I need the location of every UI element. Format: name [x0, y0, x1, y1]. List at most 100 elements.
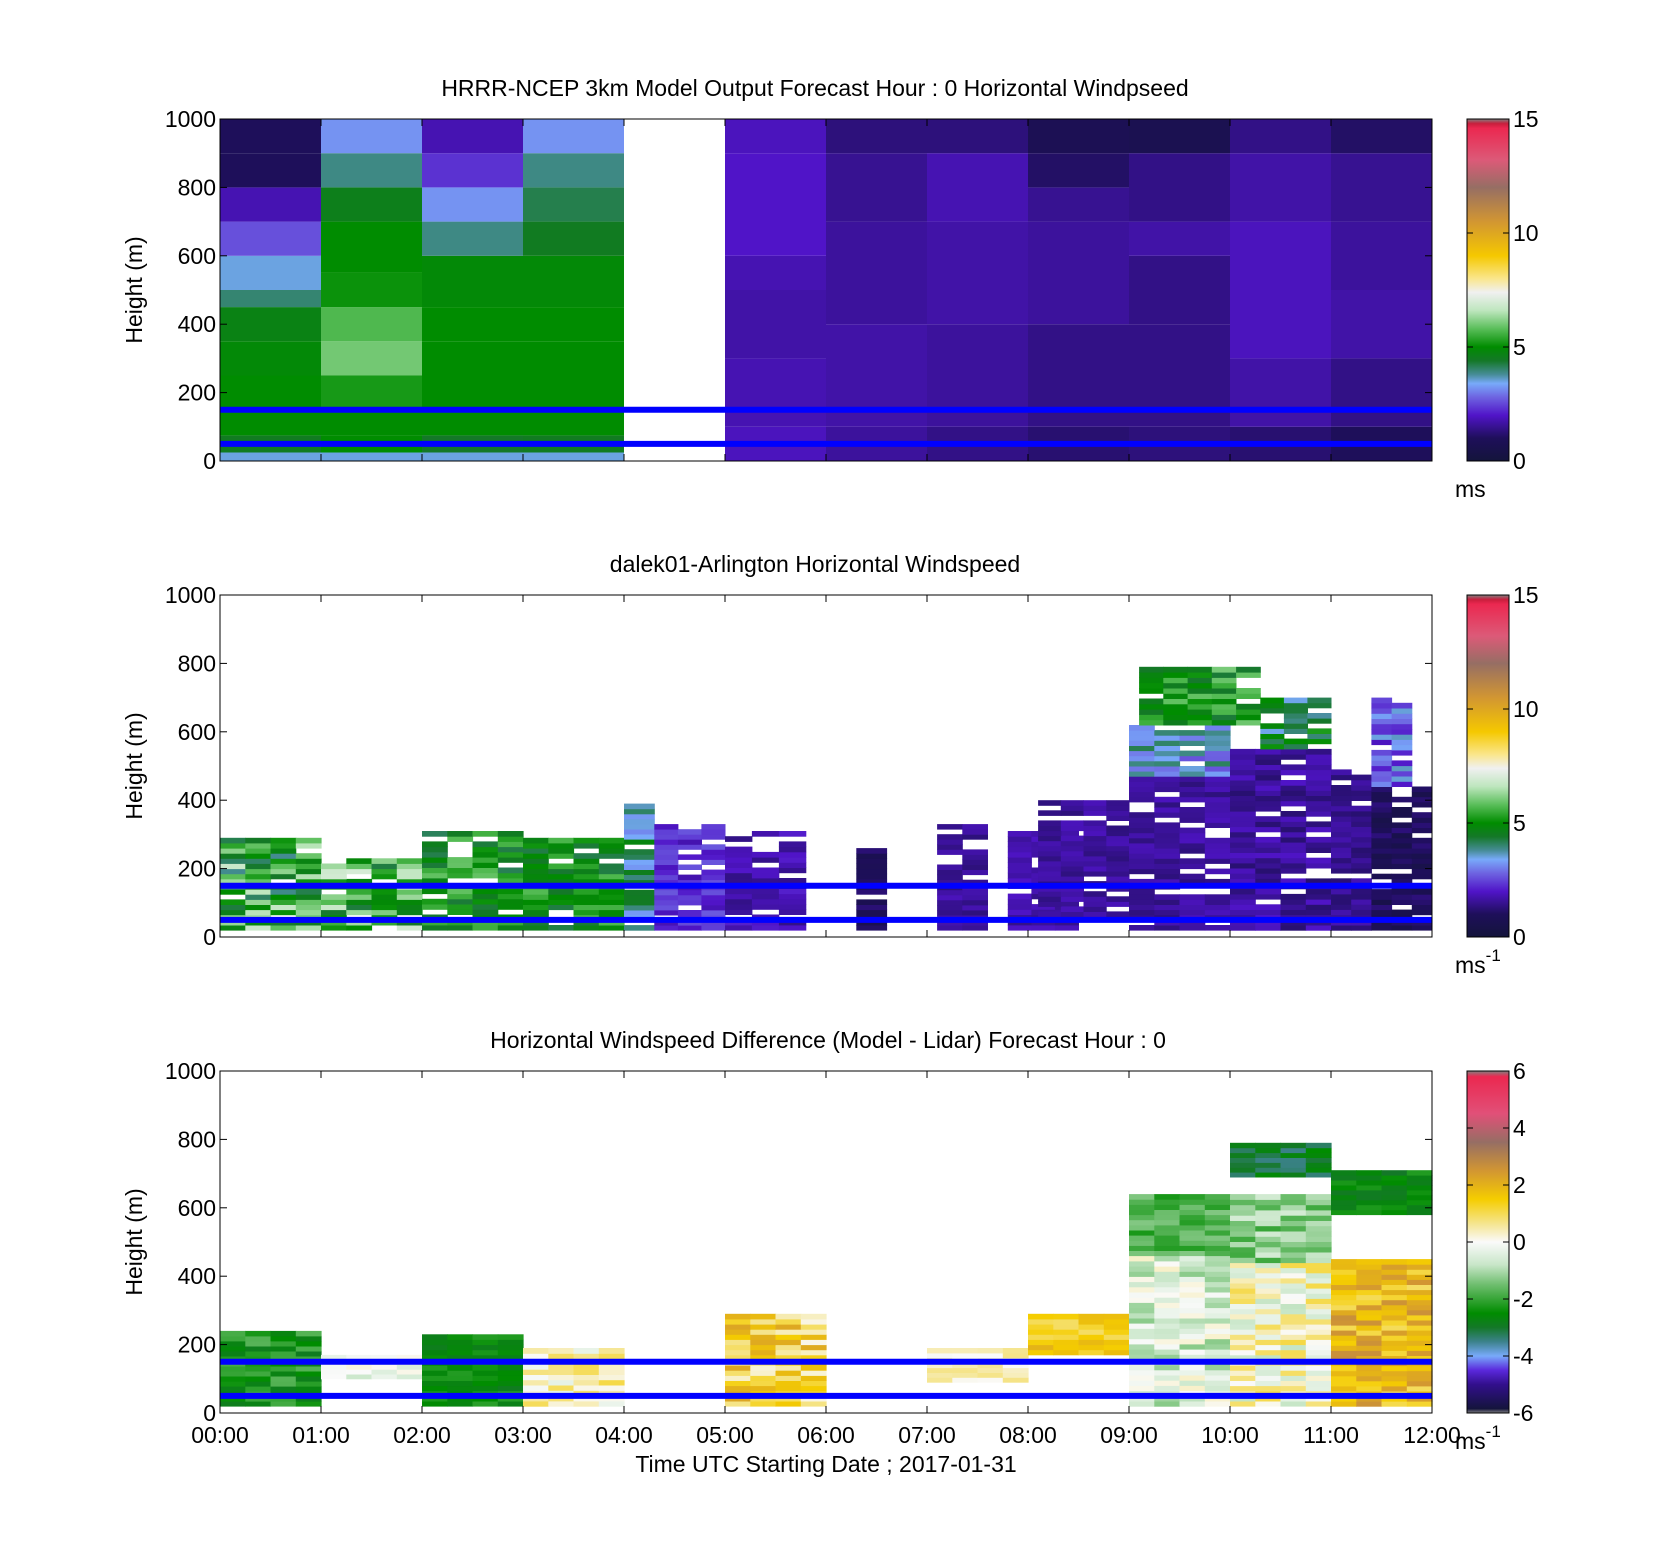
- heatmap-cell: [1204, 1323, 1231, 1329]
- heatmap-cell: [1406, 1304, 1433, 1311]
- heatmap-cell: [422, 1380, 448, 1387]
- heatmap-cell: [1381, 1320, 1408, 1326]
- heatmap-cell: [1391, 848, 1413, 854]
- heatmap-cell: [371, 889, 398, 895]
- heatmap-cell: [1154, 837, 1181, 844]
- heatmap-cell: [1381, 1284, 1408, 1291]
- heatmap-cell: [447, 909, 474, 915]
- heatmap-cell: [1230, 831, 1256, 838]
- x-tick-label: 05:00: [696, 1422, 754, 1448]
- heatmap-cell: [295, 843, 322, 849]
- heatmap-cell: [750, 1319, 777, 1325]
- x-tick-label: 10:00: [1201, 1422, 1259, 1448]
- heatmap-cell: [927, 153, 1028, 222]
- heatmap-cell: [1129, 832, 1155, 839]
- heatmap-cell: [1139, 709, 1164, 715]
- colorbar-scale: [1466, 118, 1510, 462]
- heatmap-cell: [497, 851, 524, 858]
- heatmap-cell: [220, 452, 321, 461]
- heatmap-cell: [422, 872, 448, 879]
- heatmap-cell: [1391, 878, 1413, 885]
- heatmap-cell: [1002, 1367, 1029, 1373]
- heatmap-cell: [1083, 845, 1107, 852]
- heatmap-cell: [573, 1348, 600, 1354]
- heatmap-cell: [1356, 1365, 1383, 1372]
- heatmap-cell: [1280, 1354, 1307, 1361]
- heatmap-cell: [1406, 1345, 1433, 1351]
- heatmap-cell: [396, 889, 423, 895]
- heatmap-cell: [1280, 1293, 1307, 1299]
- heatmap-cell: [1179, 812, 1206, 818]
- heatmap-cell: [1280, 1199, 1307, 1206]
- heatmap-cell: [1179, 1323, 1206, 1329]
- heatmap-cell: [1305, 1370, 1332, 1376]
- heatmap-cell: [270, 1376, 297, 1382]
- heatmap-cell: [1129, 740, 1155, 746]
- heatmap-cell: [1391, 812, 1413, 818]
- heatmap-cell: [1411, 873, 1433, 880]
- heatmap-cell: [321, 863, 347, 870]
- heatmap-cell: [701, 910, 726, 916]
- heatmap-cell: [1230, 811, 1256, 817]
- heatmap-cell: [1179, 1343, 1206, 1350]
- heatmap-cell: [1371, 723, 1393, 730]
- heatmap-cell: [1406, 1299, 1433, 1306]
- heatmap-cell: [1255, 1349, 1282, 1356]
- heatmap-cell: [1230, 1172, 1256, 1178]
- heatmap-cell: [1083, 835, 1107, 842]
- heatmap-cell: [1154, 1375, 1181, 1381]
- heatmap-cell: [472, 1365, 499, 1371]
- heatmap-cell: [1331, 1380, 1357, 1387]
- heatmap-cell: [1351, 779, 1372, 786]
- heatmap-cell: [1351, 909, 1372, 916]
- heatmap-cell: [1331, 119, 1432, 154]
- heatmap-cell: [1179, 899, 1206, 905]
- heatmap-cell: [396, 873, 423, 880]
- heatmap-cell: [1106, 855, 1130, 862]
- heatmap-cell: [220, 307, 321, 342]
- heatmap-cell: [295, 873, 322, 880]
- heatmap-cell: [1179, 1260, 1206, 1267]
- heatmap-cell: [1129, 755, 1155, 762]
- heatmap-cell: [1129, 1312, 1155, 1319]
- heatmap-cell: [1031, 904, 1056, 910]
- heatmap-cell: [270, 1371, 297, 1377]
- heatmap-cell: [1381, 1375, 1408, 1382]
- heatmap-cell: [548, 1348, 575, 1354]
- heatmap-cell: [1406, 1189, 1433, 1196]
- heatmap-cell: [1154, 807, 1181, 813]
- heatmap-cell: [1179, 873, 1206, 880]
- heatmap-cell: [1204, 1245, 1231, 1251]
- heatmap-cell: [750, 1354, 777, 1361]
- heatmap-cell: [927, 1372, 953, 1378]
- heatmap-cell: [1154, 750, 1181, 757]
- heatmap-cell: [778, 878, 807, 884]
- heatmap-cell: [396, 904, 423, 911]
- heatmap-cell: [750, 1385, 777, 1392]
- colorbar-scale: [1466, 594, 1510, 938]
- heatmap-cell: [1305, 1257, 1332, 1264]
- heatmap-cell: [725, 888, 753, 895]
- heatmap-cell: [220, 187, 321, 222]
- heatmap-cell: [1280, 1308, 1307, 1315]
- heatmap-cell: [321, 187, 422, 222]
- heatmap-cell: [927, 119, 1028, 154]
- heatmap-cell: [1230, 909, 1256, 916]
- heatmap-cell: [1053, 1313, 1080, 1320]
- heatmap-cell: [573, 889, 600, 895]
- heatmap-cell: [548, 1374, 575, 1381]
- heatmap-cell: [1280, 904, 1307, 910]
- heatmap-cell: [598, 894, 625, 900]
- heatmap-cell: [1230, 754, 1256, 760]
- heatmap-lidar: [220, 666, 1433, 931]
- heatmap-cell: [1230, 748, 1256, 755]
- heatmap-cell: [1078, 1329, 1105, 1335]
- heatmap-cell: [1187, 703, 1213, 710]
- heatmap-cell: [1230, 852, 1256, 859]
- heatmap-cell: [472, 1354, 499, 1361]
- heatmap-cell: [270, 1401, 297, 1407]
- heatmap-cell: [624, 909, 655, 916]
- heatmap-cell: [1103, 1334, 1130, 1340]
